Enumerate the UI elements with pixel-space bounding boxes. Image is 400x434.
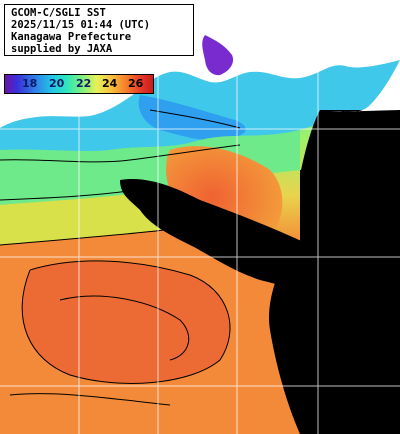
title-line-1: GCOM-C/SGLI SST — [11, 7, 106, 19]
temperature-colorbar: 18 20 22 24 26 — [4, 74, 154, 94]
title-line-4: supplied by JAXA — [11, 43, 113, 55]
land-peninsula — [202, 35, 234, 76]
colorbar-tick: 22 — [76, 77, 92, 90]
contour-lines — [0, 109, 286, 406]
title-line-2: 2025/11/15 01:44 (UTC) — [11, 19, 151, 31]
colorbar-tick: 26 — [128, 77, 144, 90]
colorbar-tick: 20 — [49, 77, 65, 90]
title-line-3: Kanagawa Prefecture — [11, 31, 132, 43]
map-title-box: GCOM-C/SGLI SST 2025/11/15 01:44 (UTC) K… — [4, 4, 194, 56]
cloud-band — [120, 179, 320, 300]
yellow-band — [0, 190, 170, 245]
green-band — [0, 130, 300, 205]
land-east — [330, 60, 400, 112]
hot-core — [22, 260, 231, 384]
cloud-east — [269, 170, 400, 434]
cloud-ne — [300, 110, 400, 175]
colorbar-tick: 24 — [102, 77, 118, 90]
colorbar-tick: 18 — [22, 77, 38, 90]
